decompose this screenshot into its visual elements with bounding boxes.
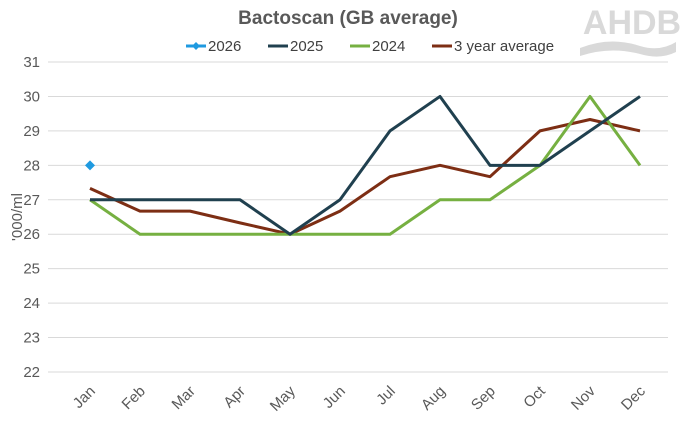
x-tick-label: Aug xyxy=(418,383,449,414)
x-tick-label: Feb xyxy=(119,383,149,413)
y-tick-label: 28 xyxy=(23,157,40,174)
x-tick-label: Jan xyxy=(70,383,99,412)
series-line-3-year-average xyxy=(89,118,641,236)
series-lines xyxy=(85,94,642,236)
x-tick-label: Jul xyxy=(373,383,399,409)
gridlines xyxy=(48,61,668,373)
x-tick-label: Mar xyxy=(169,383,199,413)
x-tick-label: Dec xyxy=(618,382,649,413)
y-axis-ticks: 22 23 24 25 26 27 28 29 30 31 xyxy=(23,54,40,381)
series-line-2024 xyxy=(89,94,642,236)
logo-wave-icon xyxy=(580,41,676,57)
legend: 2026 2025 2024 3 year average xyxy=(186,38,554,55)
x-tick-label: Jun xyxy=(320,383,349,412)
y-axis-label: '000/ml xyxy=(9,193,26,241)
x-tick-label: Apr xyxy=(220,383,249,412)
data-point-2026 xyxy=(85,160,95,171)
y-tick-label: 29 xyxy=(23,123,40,140)
y-tick-label: 23 xyxy=(23,330,40,347)
legend-diamond-icon xyxy=(192,42,200,50)
x-tick-label: May xyxy=(267,382,299,414)
y-tick-label: 30 xyxy=(23,88,40,105)
y-tick-label: 31 xyxy=(23,54,40,71)
x-tick-label: Oct xyxy=(520,382,549,411)
y-tick-label: 26 xyxy=(23,226,40,243)
legend-label: 2025 xyxy=(290,38,323,55)
legend-label: 2026 xyxy=(208,38,241,55)
legend-label: 2024 xyxy=(372,38,405,55)
logo-text: AHDB xyxy=(583,4,681,42)
y-tick-label: 25 xyxy=(23,261,40,278)
chart-title: Bactoscan (GB average) xyxy=(238,8,458,29)
series-line-2025 xyxy=(90,94,641,236)
legend-label: 3 year average xyxy=(454,38,554,55)
y-tick-label: 22 xyxy=(23,364,40,381)
x-axis-ticks: Jan Feb Mar Apr May Jun Jul Aug Sep Oct Nov Dec xyxy=(70,382,649,415)
y-tick-label: 24 xyxy=(23,295,40,312)
x-tick-label: Sep xyxy=(468,383,499,414)
x-tick-label: Nov xyxy=(568,382,599,413)
ahdb-logo: AHDB xyxy=(580,4,681,57)
y-tick-label: 27 xyxy=(23,192,40,209)
